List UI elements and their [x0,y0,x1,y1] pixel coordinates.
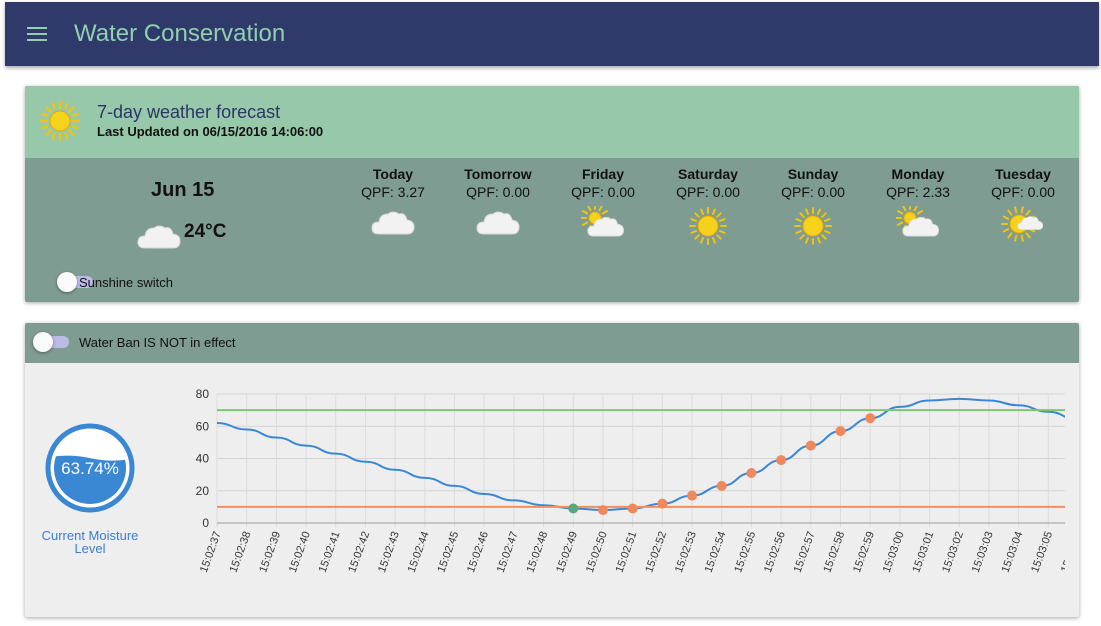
day-name: Monday [891,166,945,182]
forecast-day-tomorrow: Tomorrow QPF: 0.00 [448,166,548,236]
data-point [687,490,698,501]
moisture-gauge: 63.74% [45,423,135,513]
cloud-icon [476,211,520,235]
forecast-day-today: Today QPF: 3.27 [343,166,443,236]
x-tick-label: 15:02:46 [465,530,491,574]
x-tick-label: 15:02:52 [643,530,669,574]
moisture-label-line1: Current Moisture [41,528,139,543]
data-point [746,468,757,479]
x-tick-label: 15:02:58 [821,530,847,574]
forecast-day-tuesday: Tuesday QPF: 0.00 [973,166,1073,242]
forecast-header: 7-day weather forecast Last Updated on 0… [25,86,1079,158]
moisture-label: Current Moisture Level [25,529,155,555]
water-ban-label: Water Ban IS NOT in effect [79,335,236,350]
x-tick-label: 15:03:05 [1029,530,1055,574]
sun-icon [689,207,727,245]
x-tick-label: 15:02:38 [228,530,254,574]
forecast-day-saturday: Saturday QPF: 0.00 [658,166,758,246]
forecast-title: 7-day weather forecast [97,102,281,122]
forecast-day-monday: Monday QPF: 2.33 [868,166,968,238]
y-tick-label: 80 [196,387,210,401]
day-qpf: QPF: 0.00 [781,184,845,200]
data-point [835,426,846,437]
sun-icon [39,100,81,142]
x-tick-label: 15:02:45 [435,530,461,574]
day-name: Saturday [678,166,738,182]
x-tick-label: 15:02:56 [762,530,788,574]
moisture-label-line2: Level [74,541,106,556]
day-qpf: QPF: 0.00 [466,184,530,200]
day-qpf: QPF: 0.00 [676,184,740,200]
y-tick-label: 20 [196,484,210,498]
moisture-value: 63.74% [61,459,119,478]
x-tick-label: 15:03:03 [970,530,996,574]
day-name: Tomorrow [464,166,532,182]
x-tick-label: 15:02:54 [703,530,729,574]
partly-cloudy-icon [581,206,624,237]
y-tick-label: 0 [202,516,209,530]
day-name: Today [372,166,414,182]
sunshine-switch-label: Sunshine switch [79,275,173,290]
data-point [597,505,608,516]
app-bar: Water Conservation [5,2,1099,66]
water-header: Water Ban IS NOT in effect [25,323,1079,363]
cloud-icon [371,211,415,235]
x-tick-label: 15:03:01 [910,530,936,574]
x-tick-label: 15:02:40 [287,530,313,574]
x-tick-label: 15:02:48 [524,530,550,574]
day-qpf: QPF: 0.00 [991,184,1055,200]
data-point [776,455,787,466]
forecast-day-friday: Friday QPF: 0.00 [553,166,653,238]
data-point [627,503,638,514]
x-tick-label: 15:02:59 [851,530,877,574]
x-tick-label: 15:02:49 [554,530,580,574]
x-tick-label: 15:02:47 [495,530,521,574]
data-point [657,498,668,509]
forecast-updated: Last Updated on 06/15/2016 14:06:00 [97,124,324,139]
day-name: Sunday [787,166,839,182]
x-tick-label: 15:02:57 [792,530,818,574]
x-tick-label: 15:02:55 [732,530,758,574]
cloud-icon [137,225,181,249]
partly-cloudy-icon [896,206,939,237]
x-tick-label: 15:03:02 [940,530,966,574]
x-tick-label: 15:02:53 [673,530,699,574]
day-name: Tuesday [995,166,1051,182]
sunshine-switch[interactable] [57,272,95,292]
app-title: Water Conservation [74,20,286,47]
day-name: Friday [581,166,624,182]
forecast-card: 7-day weather forecast Last Updated on 0… [25,86,1079,302]
data-point [805,440,816,451]
today-temperature: 24°C [184,221,227,242]
day-qpf: QPF: 3.27 [361,184,425,200]
water-ban-switch[interactable] [33,332,71,352]
sun-icon [794,207,832,245]
x-tick-label: 15:03:00 [881,530,907,574]
x-tick-label: 15:02:50 [584,530,610,574]
y-tick-label: 40 [196,452,210,466]
data-point [568,503,579,514]
x-tick-label: 15:02:42 [346,530,372,574]
x-tick-label: 15:03:04 [1000,530,1026,574]
water-card: Water Ban IS NOT in effect 63.74% Curren… [25,323,1079,617]
x-tick-label: 15:02:43 [376,530,402,574]
partly-sunny-icon [1001,206,1044,242]
y-tick-label: 60 [196,419,210,433]
x-tick-label: 15:02:44 [406,530,432,574]
x-tick-label: 15:02:41 [317,530,343,574]
moisture-series-line [216,397,1065,512]
x-tick-label: 15:02:39 [257,530,283,574]
menu-icon[interactable] [27,27,47,43]
data-point [716,480,727,491]
x-tick-label: 15:02:51 [614,530,640,574]
day-qpf: QPF: 0.00 [571,184,635,200]
x-tick-label: 15:03:06 [1059,530,1065,574]
day-qpf: QPF: 2.33 [886,184,950,200]
today-date: Jun 15 [151,179,215,201]
x-tick-label: 15:02:37 [198,530,224,574]
forecast-day-sunday: Sunday QPF: 0.00 [763,166,863,246]
data-point [865,413,876,424]
